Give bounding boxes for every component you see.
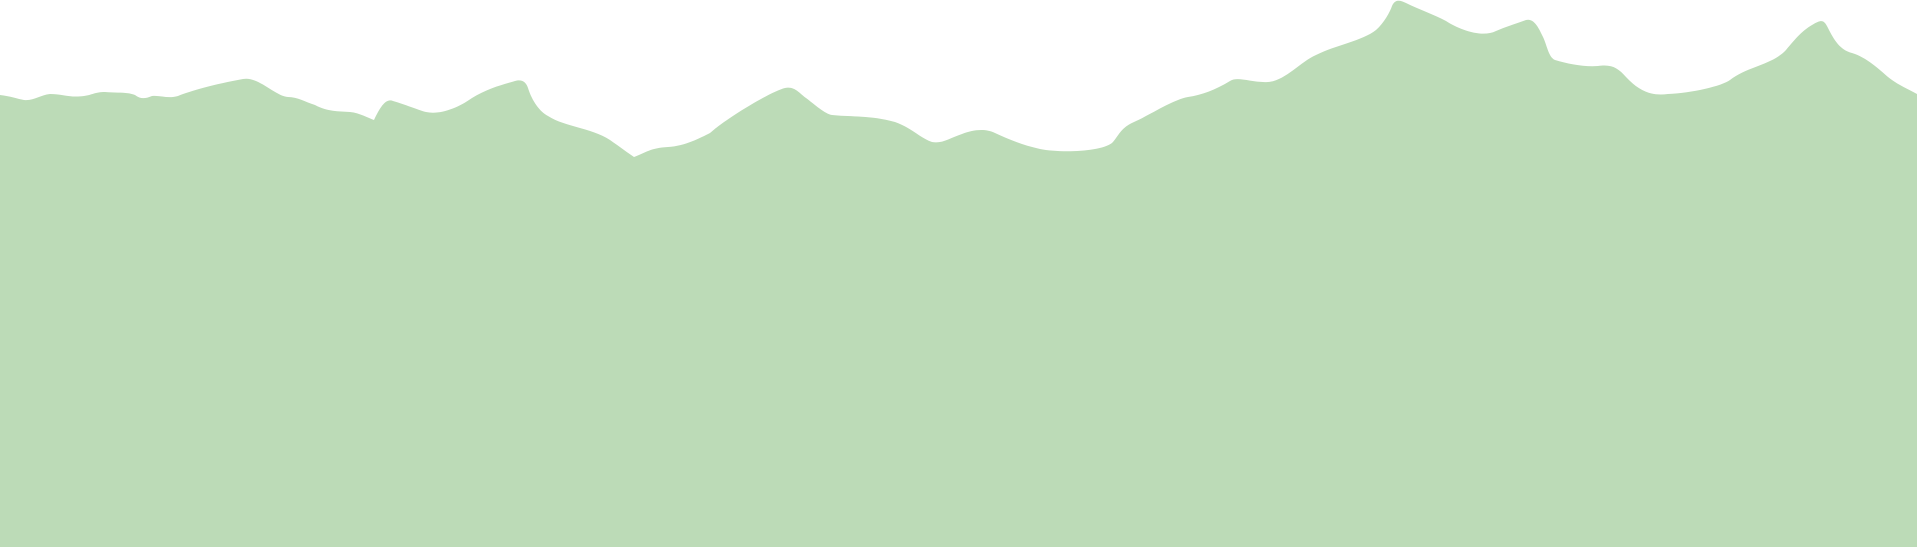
mountain-silhouette xyxy=(0,0,1917,547)
mountain-silhouette-scene xyxy=(0,0,1917,547)
mountain-shape xyxy=(0,0,1917,547)
